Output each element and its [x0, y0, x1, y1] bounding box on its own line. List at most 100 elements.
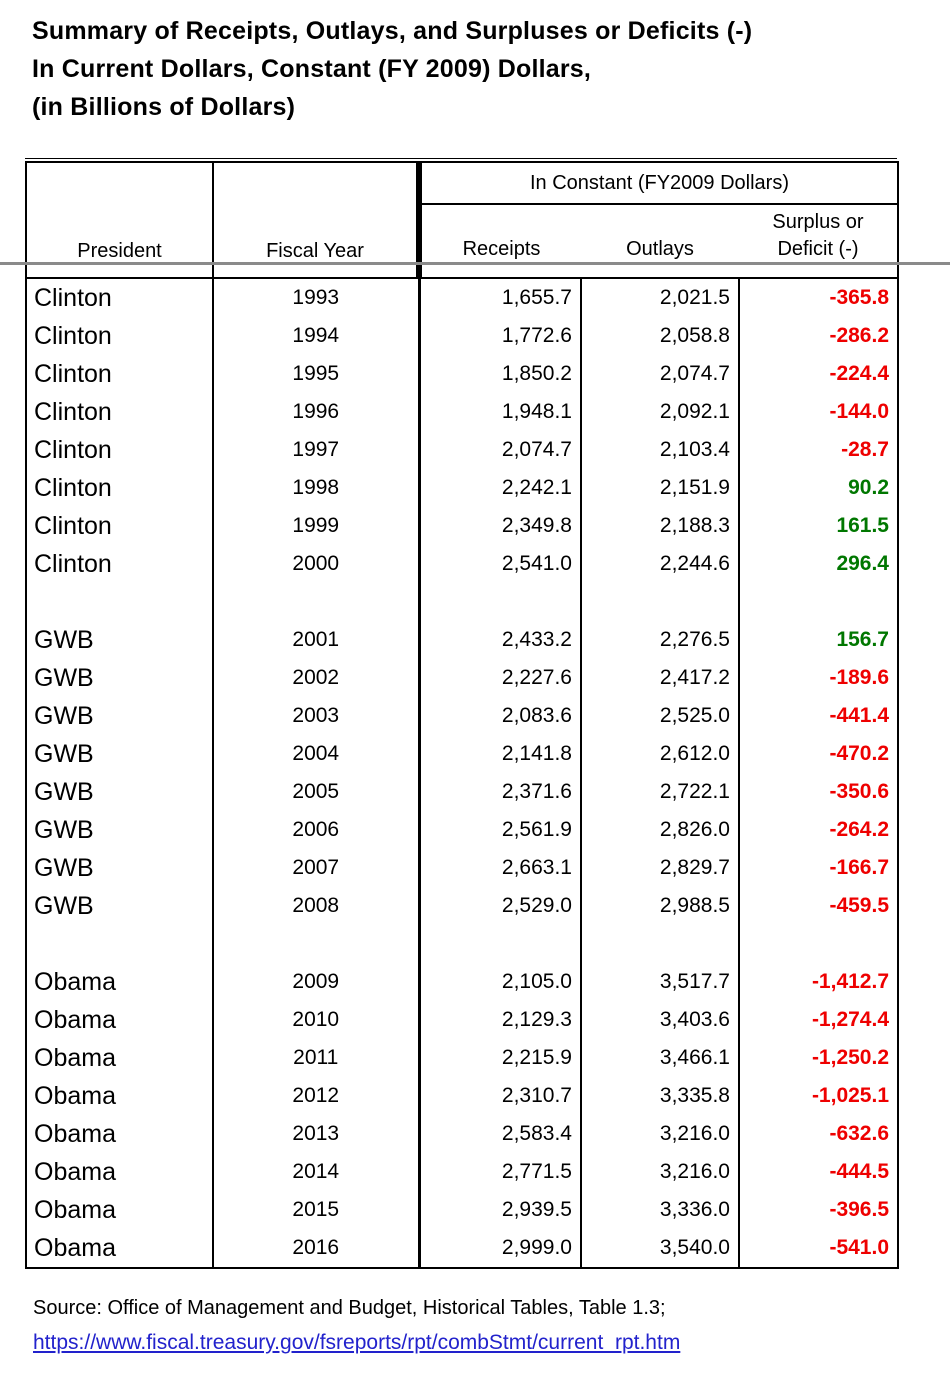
receipts-cell: 2,939.5 [419, 1191, 582, 1229]
receipts-cell [419, 925, 582, 963]
fiscal-year-cell: 1998 [213, 469, 421, 507]
fiscal-year-cell: 2001 [213, 621, 421, 659]
fiscal-year-cell: 2003 [213, 697, 421, 735]
table-row: Obama 2010 2,129.3 3,403.6 -1,274.4 [26, 1001, 898, 1039]
balance-cell: -365.8 [829, 286, 889, 309]
balance-cell: -1,250.2 [811, 1046, 889, 1069]
outlays-cell: 2,612.0 [581, 735, 740, 773]
president-column-header: President [26, 162, 214, 279]
receipts-cell: 2,663.1 [419, 849, 582, 887]
balance-cell: -350.6 [829, 780, 889, 803]
president-cell: Obama [26, 1153, 214, 1191]
header-row-columns: Receipts Outlays Surplus or Deficit (-) [26, 204, 898, 279]
outlays-cell: 2,188.3 [581, 507, 740, 545]
president-cell: Clinton [26, 355, 214, 393]
balance-cell: -541.0 [829, 1236, 889, 1259]
table-row: Clinton 1998 2,242.1 2,151.9 90.2 [26, 469, 898, 507]
spacer-row [26, 583, 898, 621]
fiscal-year-cell: 1997 [213, 431, 421, 469]
receipts-cell: 2,105.0 [419, 963, 582, 1001]
president-cell: Clinton [26, 317, 214, 355]
outlays-cell: 3,540.0 [581, 1229, 740, 1268]
outlays-cell [581, 583, 740, 621]
receipts-cell: 2,771.5 [419, 1153, 582, 1191]
surplus-header-line1: Surplus or [772, 211, 864, 233]
receipts-cell: 2,074.7 [419, 431, 582, 469]
outlays-cell: 2,988.5 [581, 887, 740, 925]
receipts-cell: 2,227.6 [419, 659, 582, 697]
table-row: Obama 2009 2,105.0 3,517.7 -1,412.7 [26, 963, 898, 1001]
outlays-cell: 2,103.4 [581, 431, 740, 469]
fiscal-year-cell [213, 925, 421, 963]
fiscal-year-cell: 1993 [213, 278, 421, 317]
president-cell [26, 925, 214, 963]
fiscal-year-cell: 2004 [213, 735, 421, 773]
president-cell: Clinton [26, 545, 214, 583]
balance-cell: -1,412.7 [811, 970, 889, 993]
receipts-cell: 1,655.7 [419, 278, 582, 317]
balance-cell: -166.7 [829, 856, 889, 879]
fiscal-year-cell: 2013 [213, 1115, 421, 1153]
source-text: Source: Office of Management and Budget,… [33, 1297, 666, 1319]
table-body: Clinton 1993 1,655.7 2,021.5 -365.8 Clinton 19… [26, 278, 898, 1268]
receipts-cell: 1,948.1 [419, 393, 582, 431]
balance-cell: -396.5 [829, 1198, 889, 1221]
balance-cell: 90.2 [848, 476, 889, 499]
balance-cell: 156.7 [836, 628, 889, 651]
table-header: President Fiscal Year In Constant (FY200… [26, 162, 898, 279]
receipts-cell: 2,349.8 [419, 507, 582, 545]
president-cell: Obama [26, 1115, 214, 1153]
table-row: GWB 2008 2,529.0 2,988.5 -459.5 [26, 887, 898, 925]
balance-cell: -144.0 [829, 400, 889, 423]
table-row: Clinton 1994 1,772.6 2,058.8 -286.2 [26, 317, 898, 355]
source-link[interactable]: https://www.fiscal.treasury.gov/fsreport… [33, 1331, 681, 1354]
outlays-cell: 3,335.8 [581, 1077, 740, 1115]
fiscal-year-cell: 2002 [213, 659, 421, 697]
table-row: GWB 2007 2,663.1 2,829.7 -166.7 [26, 849, 898, 887]
receipts-cell: 2,083.6 [419, 697, 582, 735]
president-cell: Obama [26, 1077, 214, 1115]
receipts-cell: 2,433.2 [419, 621, 582, 659]
title-line-1: Summary of Receipts, Outlays, and Surplu… [32, 17, 753, 45]
fiscal-year-cell: 2012 [213, 1077, 421, 1115]
president-cell: GWB [26, 849, 214, 887]
fiscal-year-cell: 2005 [213, 773, 421, 811]
balance-cell: -1,025.1 [811, 1084, 889, 1107]
fiscal-year-cell: 2006 [213, 811, 421, 849]
title-line-2: In Current Dollars, Constant (FY 2009) D… [32, 55, 592, 83]
president-cell: Obama [26, 963, 214, 1001]
balance-cell: -632.6 [829, 1122, 889, 1145]
receipts-cell: 2,129.3 [419, 1001, 582, 1039]
table-row: Obama 2016 2,999.0 3,540.0 -541.0 [26, 1229, 898, 1268]
receipts-cell: 1,772.6 [419, 317, 582, 355]
outlays-cell: 2,092.1 [581, 393, 740, 431]
outlays-cell: 2,058.8 [581, 317, 740, 355]
president-cell: GWB [26, 887, 214, 925]
table-row: GWB 2003 2,083.6 2,525.0 -441.4 [26, 697, 898, 735]
balance-cell [739, 925, 898, 963]
outlays-cell: 3,336.0 [581, 1191, 740, 1229]
balance-cell: -264.2 [829, 818, 889, 841]
receipts-cell: 2,561.9 [419, 811, 582, 849]
table-row: Obama 2011 2,215.9 3,466.1 -1,250.2 [26, 1039, 898, 1077]
fiscal-year-cell: 2014 [213, 1153, 421, 1191]
outlays-cell: 2,276.5 [581, 621, 740, 659]
balance-cell: -441.4 [829, 704, 889, 727]
fiscal-year-cell: 2015 [213, 1191, 421, 1229]
fiscal-year-cell: 1999 [213, 507, 421, 545]
receipts-cell: 2,371.6 [419, 773, 582, 811]
table-row: Clinton 1996 1,948.1 2,092.1 -144.0 [26, 393, 898, 431]
outlays-cell: 2,074.7 [581, 355, 740, 393]
surplus-deficit-column-header: Surplus or Deficit (-) [739, 204, 898, 279]
table-row: Obama 2012 2,310.7 3,335.8 -1,025.1 [26, 1077, 898, 1115]
receipts-cell: 2,529.0 [419, 887, 582, 925]
outlays-cell: 3,216.0 [581, 1115, 740, 1153]
president-cell: Obama [26, 1039, 214, 1077]
balance-cell: -189.6 [829, 666, 889, 689]
table-row: Obama 2015 2,939.5 3,336.0 -396.5 [26, 1191, 898, 1229]
title-line-3: (in Billions of Dollars) [32, 93, 296, 121]
president-cell [26, 583, 214, 621]
receipts-cell: 2,242.1 [419, 469, 582, 507]
balance-cell: 161.5 [836, 514, 889, 537]
